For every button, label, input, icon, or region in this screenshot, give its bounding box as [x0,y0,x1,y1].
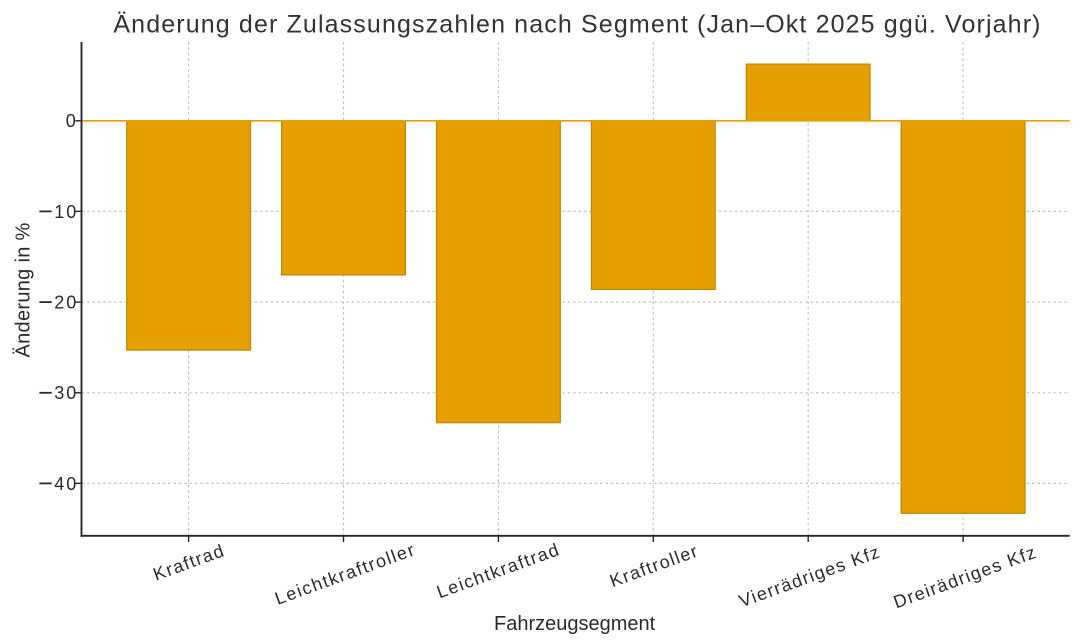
svg-text:10: 10 [54,202,78,222]
svg-text:20: 20 [54,293,78,313]
svg-text:0: 0 [66,111,76,131]
svg-text:Änderung der Zulassungszahlen: Änderung der Zulassungszahlen nach Segme… [113,11,1041,39]
svg-text:Änderung in %: Änderung in % [13,222,35,357]
svg-text:Fahrzeugsegment: Fahrzeugsegment [494,613,656,635]
svg-text:40: 40 [54,474,78,494]
svg-text:30: 30 [54,383,78,403]
